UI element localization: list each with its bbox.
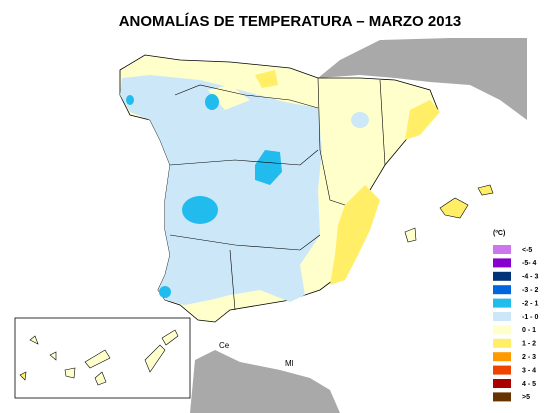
legend-swatch	[493, 325, 511, 335]
island	[404, 227, 417, 243]
legend-label: 3 - 4	[522, 367, 536, 374]
island	[477, 184, 494, 196]
legend-label: -3 - 2	[522, 287, 538, 294]
title: ANOMALÍAS DE TEMPERATURA – MARZO 2013	[119, 13, 462, 30]
place-label: Ml	[285, 359, 294, 368]
warm-area	[255, 70, 278, 88]
legend-swatch	[493, 298, 511, 308]
legend-swatch	[493, 245, 511, 254]
legend-swatch	[493, 338, 511, 348]
canary-islands	[19, 329, 179, 386]
legend-swatch	[493, 379, 511, 388]
legend-swatch	[493, 392, 511, 402]
region-borders	[169, 77, 386, 311]
legend-label: <-5	[522, 247, 532, 254]
cold-spot	[159, 286, 171, 298]
cold-spot	[351, 112, 369, 128]
island	[439, 197, 469, 219]
legend-label: >5	[522, 394, 530, 401]
legend-label: -5- 4	[522, 260, 537, 267]
legend-label: 0 - 1	[522, 327, 536, 334]
africa	[190, 350, 340, 413]
legend-swatch	[493, 312, 511, 321]
warm-area	[405, 100, 440, 140]
france	[318, 38, 527, 120]
cold-spot	[182, 196, 218, 224]
legend-label: 4 - 5	[522, 381, 536, 388]
legend: <-5 -5- 4 -4 - 3 -3 - 2 -2 - 1 -1 - 0 0 - 1 1 -…	[493, 245, 538, 402]
legend-swatch	[493, 365, 511, 375]
legend-swatch	[493, 285, 511, 295]
legend-label: -2 - 1	[522, 300, 538, 307]
cold-spot	[126, 95, 134, 105]
legend-swatch	[493, 352, 511, 362]
legend-label: -4 - 3	[522, 274, 538, 281]
legend-label: -1 - 0	[522, 314, 538, 321]
legend-label: 2 - 3	[522, 354, 536, 361]
place-label: Ce	[219, 341, 230, 350]
warm-patch	[208, 85, 250, 110]
cold-area	[120, 75, 322, 305]
legend-label: 1 - 2	[522, 341, 536, 348]
cold-spot	[205, 94, 219, 110]
warm-area	[330, 185, 380, 285]
legend-swatch	[493, 258, 511, 268]
legend-swatch	[493, 271, 511, 281]
cold-spot	[255, 150, 282, 185]
legend-unit: (ºC)	[493, 230, 505, 237]
